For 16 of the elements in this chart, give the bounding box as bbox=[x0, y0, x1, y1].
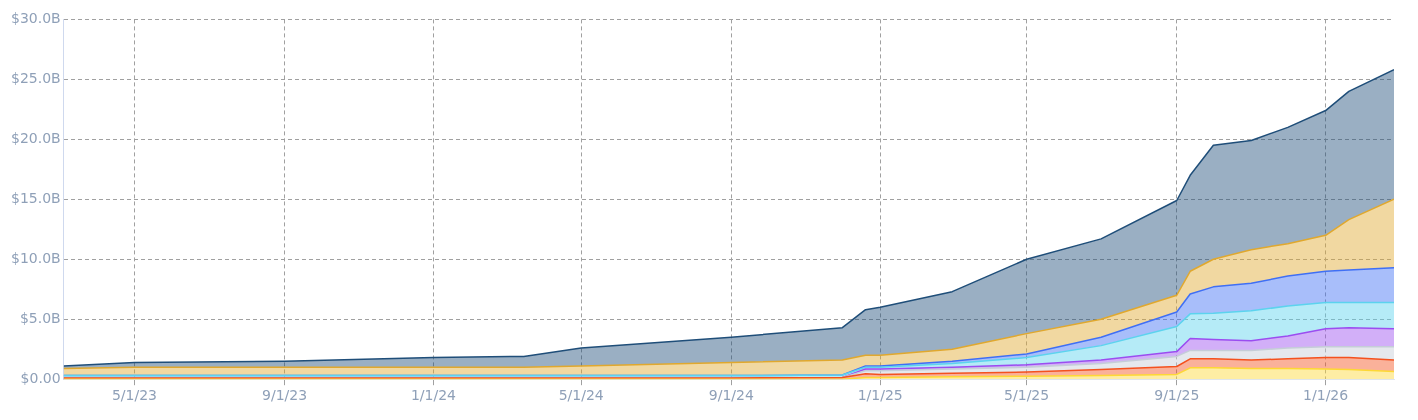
x-tick-label: 5/1/25 bbox=[1004, 387, 1050, 404]
y-tick-label: $15.0B bbox=[11, 189, 61, 206]
x-tick-label: 5/1/24 bbox=[558, 387, 604, 404]
y-tick-label: $20.0B bbox=[11, 129, 61, 146]
x-tick-label: 5/1/23 bbox=[111, 387, 157, 404]
y-tick-label: $30.0B bbox=[11, 10, 61, 27]
x-tick-label: 9/1/25 bbox=[1154, 387, 1200, 404]
x-tick-label: 1/1/26 bbox=[1303, 387, 1349, 404]
y-tick-label: $0.00 bbox=[20, 369, 61, 386]
y-tick-label: $10.0B bbox=[11, 249, 61, 266]
y-tick-label: $5.0B bbox=[19, 309, 61, 326]
x-tick-label: 1/1/25 bbox=[857, 387, 903, 404]
x-tick-label: 1/1/24 bbox=[410, 387, 457, 404]
x-tick-label: 9/1/24 bbox=[708, 387, 754, 404]
x-tick-label: 9/1/23 bbox=[262, 387, 308, 404]
y-tick-label: $25.0B bbox=[11, 70, 61, 87]
